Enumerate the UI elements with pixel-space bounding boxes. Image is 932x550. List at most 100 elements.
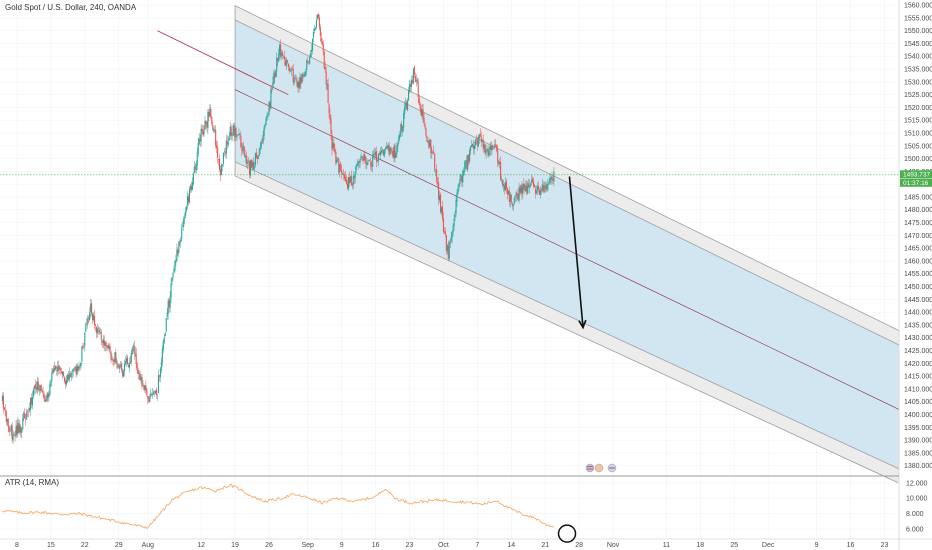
time-tick-label: 18 [696, 542, 704, 549]
price-tick-label: 1550.000 [904, 28, 932, 35]
candle-body [12, 436, 14, 441]
candle-body [69, 374, 71, 377]
price-tick-label: 1430.000 [904, 335, 932, 342]
candle-body [101, 340, 103, 343]
candle-body [462, 170, 464, 183]
candle-body [444, 231, 446, 235]
candle-body [276, 57, 278, 72]
candle-body [480, 136, 482, 142]
candle-body [466, 160, 468, 169]
candle-body [483, 144, 485, 148]
candle-body [146, 389, 148, 396]
time-tick-label: Aug [142, 542, 155, 549]
candle-body [233, 125, 235, 136]
highlight-circle[interactable] [557, 524, 577, 543]
time-tick-label: 29 [115, 542, 123, 549]
candle-body [425, 128, 427, 136]
trend-line[interactable] [157, 30, 289, 96]
candle-body [356, 164, 358, 166]
price-tick-label: 1380.000 [904, 463, 932, 470]
event-markers[interactable] [585, 463, 617, 473]
time-tick-label: 16 [847, 542, 855, 549]
price-axis[interactable]: 1560.000 1555.000 1550.000 1545.000 1540.000… [904, 3, 932, 471]
candle-body [280, 44, 282, 57]
candle-body [421, 109, 423, 116]
candle-body [159, 368, 161, 378]
candle-body [222, 152, 224, 164]
candle-body [59, 367, 61, 370]
candle-body [540, 190, 542, 192]
candle-body [218, 159, 220, 160]
candle-body [485, 150, 487, 154]
candle-body [85, 324, 87, 332]
candle-body [322, 44, 324, 52]
candle-body [197, 143, 199, 154]
candle-body [387, 144, 389, 150]
time-tick-label: 25 [730, 542, 738, 549]
price-tick-label: 1560.000 [904, 3, 932, 10]
candle-body [260, 141, 262, 148]
candle-body [492, 145, 494, 147]
candle-body [247, 162, 249, 164]
candle-body [82, 346, 84, 347]
candle-body [94, 324, 97, 326]
candle-body [437, 182, 439, 184]
candle-body [340, 163, 342, 169]
candle-body [473, 145, 476, 150]
candle-body [314, 27, 317, 30]
flag-eu-icon[interactable] [594, 463, 604, 473]
candle-body [548, 183, 550, 184]
channel-upper-band [235, 5, 899, 345]
price-tick-label: 1455.000 [904, 271, 932, 278]
candle-body [263, 126, 265, 136]
price-tick-label: 1525.000 [904, 92, 932, 99]
candle-body [63, 377, 66, 382]
candle-body [317, 14, 319, 18]
price-tick-label: 1420.000 [904, 361, 932, 368]
projection-arrow[interactable] [568, 176, 587, 330]
candle-body [285, 59, 287, 67]
candle-body [427, 140, 429, 142]
candle-body [533, 181, 535, 187]
candle-body [438, 182, 440, 200]
candle-body [509, 194, 511, 202]
candle-body [374, 153, 376, 155]
candle-body [498, 162, 500, 165]
candle-body [234, 128, 236, 135]
atr-axis[interactable]: 12.000 10.000 8.000 6.000 [906, 480, 928, 533]
candle-body [264, 124, 266, 127]
candle-body [18, 423, 20, 433]
candle-body [304, 72, 306, 76]
flag-us-icon[interactable] [585, 463, 595, 473]
flag-uk-icon[interactable] [607, 463, 617, 473]
candle-body [377, 154, 380, 162]
candle-body [250, 159, 253, 169]
time-axis[interactable]: 8 15 22 29 Aug 12 19 26 Sep 9 16 23 Oct 7 14 21 28 Nov 11 1… [15, 542, 888, 549]
price-tag-current: 1493.737 [900, 170, 932, 179]
candle-body [353, 177, 355, 179]
candle-body [299, 77, 301, 88]
price-tick-label: 1480.000 [904, 207, 932, 214]
candle-body [181, 227, 183, 240]
candle-body [62, 372, 65, 377]
price-tick-label: 1410.000 [904, 386, 932, 393]
candle-body [467, 155, 469, 170]
candle-body [102, 338, 104, 344]
candle-body [150, 393, 152, 398]
candle-body [43, 393, 45, 399]
candle-body [93, 315, 96, 326]
candle-body [439, 195, 441, 201]
candle-body [376, 160, 379, 162]
candle-body [296, 81, 298, 87]
candle-body [334, 149, 336, 153]
candle-body [130, 353, 132, 363]
candle-body [291, 68, 293, 70]
candle-body [103, 339, 105, 346]
candle-body [341, 169, 343, 174]
channel-boundary [234, 5, 900, 332]
candle-body [326, 84, 328, 86]
candle-body [369, 159, 371, 161]
candle-body [60, 368, 62, 371]
candle-body [124, 363, 126, 372]
